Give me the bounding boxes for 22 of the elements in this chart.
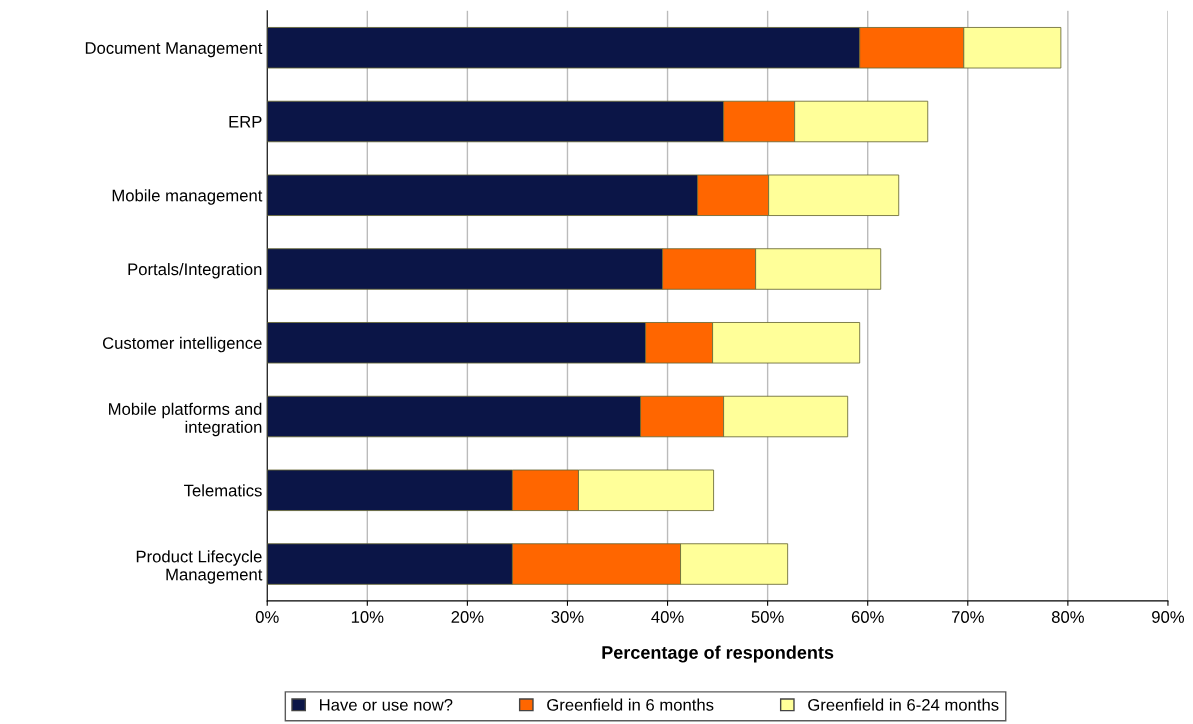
- y-tick-label: Telematics: [184, 484, 262, 497]
- x-tick-label: 70%: [951, 611, 984, 623]
- y-tick-label: Document Management: [85, 42, 263, 58]
- x-tick-label: 0%: [255, 611, 279, 623]
- x-tick-label: 40%: [651, 611, 684, 623]
- x-tick-label: 60%: [851, 611, 884, 623]
- legend-label: Greenfield in 6 months: [547, 698, 714, 711]
- y-tick-label: Product Lifecycle Management: [136, 550, 263, 584]
- x-tick-label: 50%: [751, 611, 784, 623]
- x-tick-label: 10%: [351, 611, 384, 623]
- y-tick-label: ERP: [229, 116, 262, 128]
- x-axis-title: Percentage of respondents: [602, 645, 834, 663]
- y-tick-label: Customer intelligence: [102, 336, 262, 353]
- x-tick-label: 30%: [551, 611, 584, 623]
- x-tick-label: 90%: [1152, 611, 1185, 623]
- legend-label: Have or use now?: [320, 698, 453, 711]
- legend-label: Greenfield in 6-24 months: [808, 698, 999, 711]
- x-tick-label: 20%: [451, 611, 484, 623]
- y-tick-label: Portals/Integration: [128, 262, 262, 279]
- y-tick-label: Mobile management: [112, 189, 263, 205]
- x-tick-label: 80%: [1051, 611, 1084, 623]
- y-tick-label: Mobile platforms and integration: [109, 402, 262, 437]
